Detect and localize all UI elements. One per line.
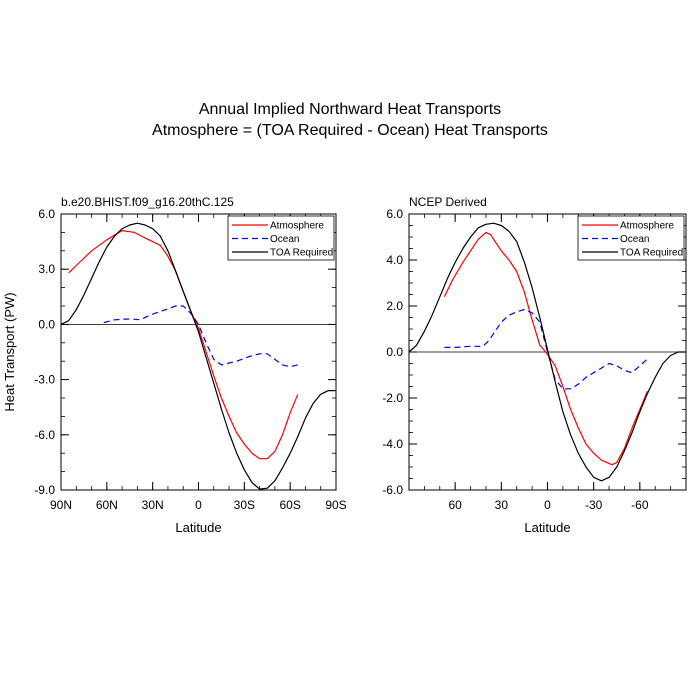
- x-tick-label: 30N: [142, 498, 164, 512]
- y-tick-label: 2.0: [386, 299, 403, 313]
- x-tick-label: 0: [195, 498, 202, 512]
- y-tick-label: 0.0: [38, 317, 55, 331]
- y-tick-label: -9.0: [34, 483, 55, 497]
- chart-1: 90N 60N 30N 0 30S 60S 90S 6.0 3.0 0.0 -3.0 -6.0 -9.0…: [2, 195, 347, 535]
- x-tick-label: -30: [585, 498, 603, 512]
- figure-title-line2: Atmosphere = (TOA Required - Ocean) Heat…: [152, 122, 548, 139]
- legend-label-toa-required: TOA Required: [620, 248, 683, 259]
- x-tick-label: 60: [448, 498, 462, 512]
- y-tick-label: 4.0: [386, 253, 403, 267]
- y-tick-label: -6.0: [382, 483, 403, 497]
- x-tick-label: 30: [495, 498, 509, 512]
- x-tick-label: -60: [631, 498, 649, 512]
- y-tick-label: 6.0: [386, 207, 403, 221]
- x-tick-label: 90S: [325, 498, 346, 512]
- y-tick-label: -2.0: [382, 391, 403, 405]
- x-tick-label: 90N: [50, 498, 72, 512]
- legend-label-atmosphere: Atmosphere: [620, 221, 674, 232]
- y-axis-label: Heat Transport (PW): [2, 292, 17, 411]
- series-line-toa-required: [60, 222, 336, 490]
- x-tick-label: 60S: [279, 498, 300, 512]
- series-line-atmosphere: [443, 231, 649, 466]
- panel-title: NCEP Derived: [409, 195, 487, 209]
- figure-title-line1: Annual Implied Northward Heat Transports: [198, 101, 502, 118]
- series-line-toa-required: [408, 222, 686, 482]
- legend-label-ocean: Ocean: [270, 234, 299, 245]
- y-tick-label: 3.0: [38, 262, 55, 276]
- series-line-atmosphere: [68, 230, 299, 460]
- legend-box: [577, 215, 685, 261]
- chart-2: 60 30 0 -30 -60 6.0 4.0 2.0 0.0 -2.0 -4.0 -6.0 NCEP …: [382, 195, 687, 535]
- legend-label-toa-required: TOA Required: [270, 248, 333, 259]
- x-axis-label: Latitude: [175, 520, 221, 535]
- y-tick-label: 0.0: [386, 345, 403, 359]
- x-tick-label: 0: [544, 498, 551, 512]
- legend-label-atmosphere: Atmosphere: [270, 221, 324, 232]
- y-tick-label: 6.0: [38, 207, 55, 221]
- x-tick-label: 30S: [234, 498, 255, 512]
- panel-title: b.e20.BHIST.f09_g16.20thC.125: [61, 195, 234, 209]
- y-tick-label: -3.0: [34, 373, 55, 387]
- series-line-ocean: [444, 308, 648, 390]
- legend: Atmosphere Ocean TOA Required: [577, 215, 685, 261]
- y-tick-label: -4.0: [382, 437, 403, 451]
- y-tick-label: -6.0: [34, 428, 55, 442]
- series-line-ocean: [103, 305, 298, 368]
- x-axis-label: Latitude: [524, 520, 570, 535]
- x-tick-label: 60N: [96, 498, 118, 512]
- legend-label-ocean: Ocean: [620, 234, 649, 245]
- legend: Atmosphere Ocean TOA Required: [227, 215, 335, 261]
